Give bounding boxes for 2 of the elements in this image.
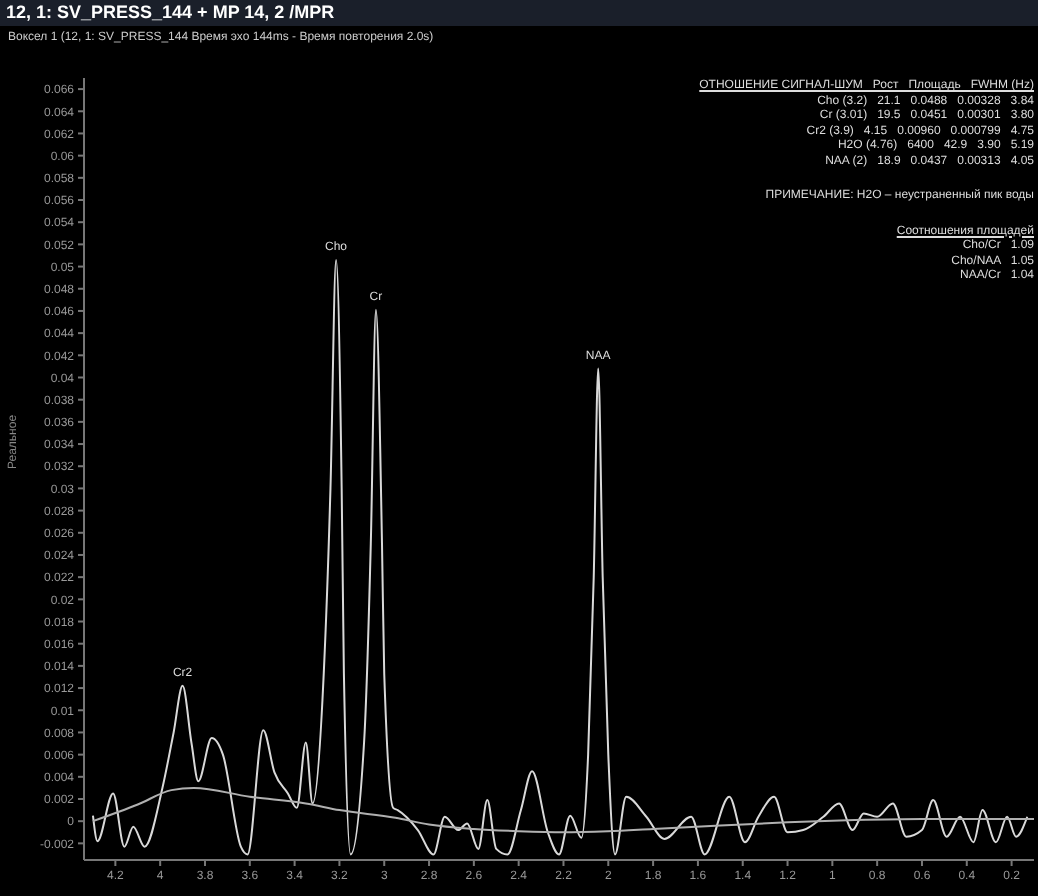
- line-series: [91, 786, 1034, 834]
- chart-title: 12, 1: SV_PRESS_144 + MP 14, 2 /MPR: [0, 0, 1038, 26]
